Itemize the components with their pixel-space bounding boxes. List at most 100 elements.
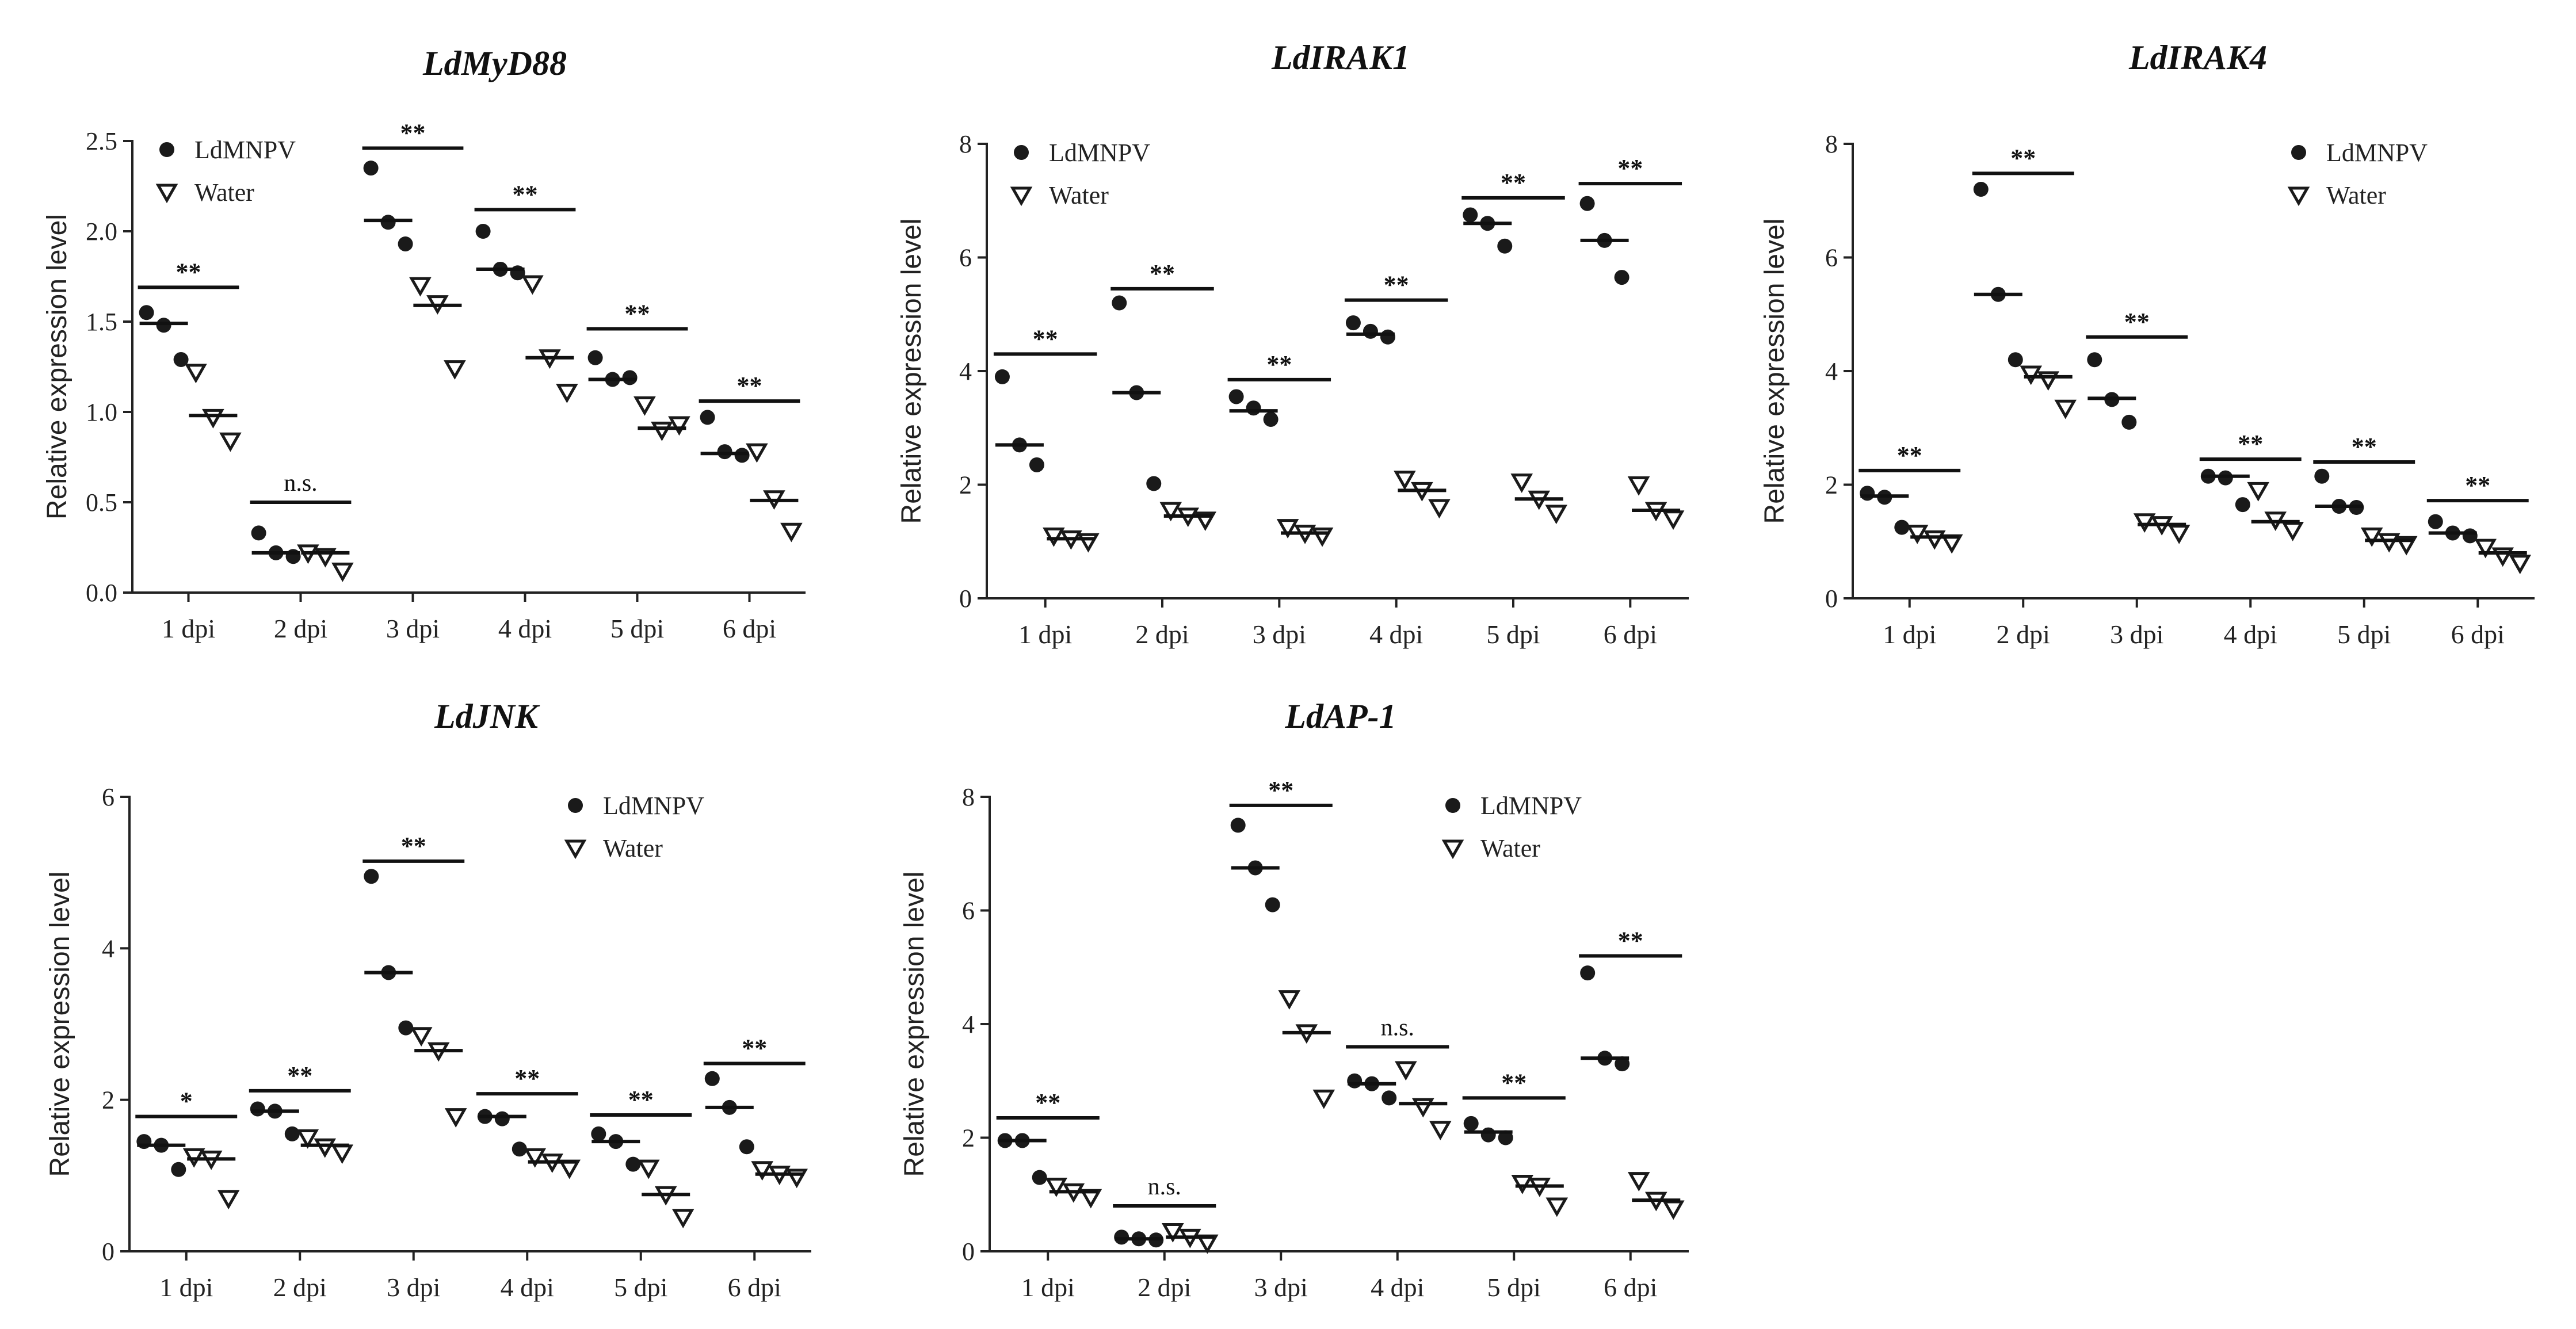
- x-tick-label: 1 dpi: [162, 614, 215, 643]
- significance-label: **: [737, 372, 762, 400]
- water-data-point: [524, 1148, 547, 1168]
- significance-label: **: [514, 1064, 540, 1093]
- ldmnpv-data-point: [364, 869, 379, 884]
- x-tick-label: 4 dpi: [1371, 1273, 1424, 1302]
- significance-label: **: [401, 832, 426, 860]
- significance-label: **: [742, 1034, 767, 1062]
- legend-label: Water: [2326, 181, 2386, 209]
- ldmnpv-data-point: [1614, 270, 1629, 285]
- panel-title: LdIRAK1: [1271, 39, 1410, 77]
- ldmnpv-data-point: [2462, 528, 2478, 544]
- water-data-point: [671, 1209, 694, 1229]
- ldmnpv-data-point: [2314, 468, 2330, 484]
- x-tick-label: 4 dpi: [1369, 620, 1423, 649]
- x-tick-label: 6 dpi: [2451, 620, 2505, 649]
- x-tick-label: 5 dpi: [2337, 620, 2391, 649]
- water-data-point: [1545, 505, 1568, 525]
- significance-label: **: [1384, 271, 1409, 299]
- y-tick-label: 4: [962, 1010, 975, 1038]
- water-data-point: [296, 1129, 319, 1149]
- ldmnpv-data-point: [734, 448, 750, 463]
- ldmnpv-data-point: [284, 1126, 300, 1141]
- panel-ldmyd88: LdMyD88 Relative expression level 0.0 0.5 1.…: [42, 44, 806, 643]
- ldmnpv-data-point: [704, 1071, 720, 1086]
- ldmnpv-data-point: [1497, 238, 1513, 254]
- water-data-point: [651, 421, 673, 441]
- legend-label: Water: [603, 834, 663, 862]
- significance-label: **: [2465, 471, 2490, 499]
- x-tick-label: 4 dpi: [498, 614, 552, 643]
- water-data-point: [556, 383, 578, 403]
- legend-label: Water: [194, 178, 254, 207]
- x-tick-label: 5 dpi: [610, 614, 664, 643]
- x-tick-label: 2 dpi: [274, 614, 327, 643]
- water-data-point: [202, 408, 224, 429]
- y-tick-label: 6: [102, 783, 115, 811]
- significance-label: n.s.: [1148, 1174, 1181, 1200]
- y-tick-label: 2: [959, 471, 972, 499]
- x-tick-label: 5 dpi: [1487, 1273, 1541, 1302]
- ldmnpv-data-point: [1579, 196, 1595, 211]
- x-tick-label: 6 dpi: [728, 1273, 781, 1302]
- legend-label: LdMNPV: [194, 136, 296, 164]
- x-tick-label: 3 dpi: [386, 614, 440, 643]
- water-data-point: [444, 360, 466, 380]
- water-data-point: [409, 277, 432, 297]
- water-data-point: [637, 1159, 660, 1179]
- significance-label: **: [2352, 433, 2377, 461]
- y-tick-label: 8: [962, 783, 975, 811]
- significance-label: **: [628, 1086, 654, 1114]
- water-data-point: [1394, 471, 1416, 490]
- significance-label: **: [287, 1061, 312, 1090]
- y-tick-label: 8: [959, 130, 972, 158]
- significance-label: **: [1897, 441, 1922, 469]
- significance-label: **: [176, 258, 201, 286]
- ldmnpv-data-point: [717, 444, 732, 460]
- ldmnpv-data-point: [622, 370, 638, 385]
- water-data-point: [780, 522, 803, 543]
- y-axis-label: Relative expression level: [45, 872, 75, 1177]
- significance-label: **: [1501, 1068, 1526, 1097]
- legend-label: LdMNPV: [2326, 139, 2428, 167]
- y-tick-label: 0: [102, 1238, 115, 1266]
- ldmnpv-data-point: [1032, 1170, 1047, 1185]
- ldmnpv-data-point: [250, 1101, 265, 1117]
- ldmnpv-data-point: [1363, 323, 1378, 339]
- significance-label: **: [2010, 144, 2036, 172]
- ldmnpv-data-point: [1345, 315, 1361, 331]
- significance-label: *: [180, 1087, 193, 1116]
- ldmnpv-data-point: [475, 224, 491, 239]
- significance-label: **: [1618, 927, 1643, 955]
- water-data-point: [746, 443, 768, 463]
- ldmnpv-data-point: [1380, 329, 1395, 345]
- water-data-point: [2247, 482, 2270, 502]
- ldmnpv-data-point: [1498, 1130, 1513, 1145]
- y-tick-label: 6: [959, 244, 972, 272]
- ldmnpv-data-point: [1146, 476, 1162, 491]
- water-data-point: [668, 416, 690, 436]
- x-tick-label: 1 dpi: [159, 1273, 213, 1302]
- x-tick-label: 2 dpi: [1138, 1273, 1191, 1302]
- legend-water-marker: [1010, 186, 1033, 207]
- panel-ldap1: LdAP-1 Relative expression level 0 2 4 6 8 1 dp…: [899, 697, 1689, 1302]
- legend-label: LdMNPV: [603, 792, 704, 820]
- x-tick-label: 1 dpi: [1883, 620, 1936, 649]
- water-data-point: [1159, 502, 1182, 522]
- water-data-point: [521, 275, 544, 295]
- panel-ldirak4: LdIRAK4 Relative expression level 0 2 4 6 8 1 d…: [1760, 39, 2535, 649]
- significance-label: **: [1268, 776, 1293, 804]
- ldmnpv-data-point: [1263, 411, 1279, 427]
- y-tick-label: 0: [962, 1238, 975, 1266]
- legend-water-marker: [155, 184, 178, 204]
- water-data-point: [1906, 524, 1929, 544]
- ldmnpv-data-point: [494, 1111, 510, 1126]
- ldmnpv-data-point: [1265, 897, 1280, 912]
- ldmnpv-data-point: [1463, 1116, 1479, 1131]
- panel-ldirak1: LdIRAK1 Relative expression level 0 2 4 6 8 1 d…: [896, 39, 1689, 649]
- ldmnpv-data-point: [1480, 1127, 1496, 1143]
- ldmnpv-data-point: [2235, 497, 2250, 513]
- y-tick-label: 1.5: [86, 308, 117, 336]
- water-data-point: [1312, 1089, 1335, 1109]
- significance-label: **: [1617, 154, 1643, 182]
- x-tick-label: 3 dpi: [1254, 1273, 1308, 1302]
